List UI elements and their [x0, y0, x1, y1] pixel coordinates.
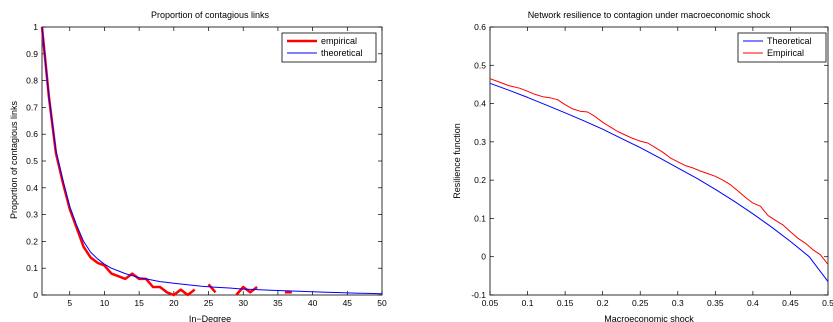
y-tick-label: 0.2	[474, 175, 486, 185]
x-tick-label: 35	[273, 298, 283, 308]
y-tick-label: 0.6	[26, 129, 38, 139]
chart-title: Proportion of contagious links	[151, 10, 270, 20]
y-tick-label: 0.3	[26, 210, 38, 220]
x-tick-label: 0.4	[747, 298, 759, 308]
legend: Theoretical Empirical	[737, 32, 827, 63]
y-tick-label: 0.3	[474, 137, 486, 147]
series-line-theoretical	[489, 82, 829, 282]
x-tick-label: 20	[169, 298, 179, 308]
y-tick-label: -0.1	[471, 290, 486, 300]
chart-title: Network resilience to contagion under ma…	[528, 10, 771, 20]
axes-box	[41, 26, 383, 296]
axes-box	[489, 26, 829, 296]
y-tick-label: 0	[33, 290, 38, 300]
series-line-empirical	[207, 283, 217, 294]
x-tick-label: 0.5	[822, 298, 833, 308]
y-tick-label: 0	[481, 252, 486, 262]
series-line-theoretical	[41, 26, 383, 295]
x-tick-label: 50	[377, 298, 387, 308]
x-tick-label: 5	[67, 298, 72, 308]
legend-box	[737, 32, 827, 63]
plot-area: 5 10 15 20 25 30 35 40 45 50 0 0.1 0.2 0.3 0.4 0.5 0.6 0.…	[26, 22, 387, 308]
chart-network-resilience: Network resilience to contagion under ma…	[452, 10, 833, 322]
series-line-empirical	[489, 78, 829, 265]
x-tick-label: 0.2	[597, 298, 609, 308]
x-tick-label: 0.05	[482, 298, 499, 308]
series-line-empirical	[40, 26, 196, 297]
legend-label-empirical: empirical	[321, 36, 357, 46]
y-tick-label: 0.7	[26, 102, 38, 112]
x-tick-label: 0.3	[672, 298, 684, 308]
legend: empirical theoretical	[281, 32, 377, 63]
chart-contagious-links: Proportion of contagious links In−Degree…	[9, 10, 387, 322]
y-tick-label: 0.5	[474, 60, 486, 70]
x-axis-label: In−Degree	[189, 314, 231, 322]
x-tick-label: 45	[343, 298, 353, 308]
x-tick-label: 0.45	[782, 298, 799, 308]
legend-label-empirical: Empirical	[767, 48, 804, 58]
y-tick-label: 0.4	[26, 183, 38, 193]
y-tick-label: 0.2	[26, 236, 38, 246]
y-axis-label: Resilience function	[452, 123, 462, 199]
y-tick-label: 0.1	[474, 213, 486, 223]
plot-area: 0.05 0.1 0.15 0.2 0.25 0.3 0.35 0.4 0.45 0.5 -0.1 0…	[471, 22, 833, 308]
y-tick-label: 0.9	[26, 49, 38, 59]
x-tick-label: 25	[204, 298, 214, 308]
y-tick-label: 1	[33, 22, 38, 32]
x-tick-label: 0.15	[557, 298, 574, 308]
y-axis-label: Proportion of contagious links	[9, 100, 19, 219]
x-tick-label: 10	[100, 298, 110, 308]
y-tick-label: 0.4	[474, 99, 486, 109]
x-tick-label: 0.25	[632, 298, 649, 308]
x-tick-label: 30	[238, 298, 248, 308]
y-tick-label: 0.1	[26, 263, 38, 273]
x-tick-label: 15	[134, 298, 144, 308]
y-tick-label: 0.8	[26, 76, 38, 86]
legend-box	[281, 32, 377, 63]
legend-label-theoretical: theoretical	[321, 48, 363, 58]
x-tick-label: 0.1	[522, 298, 534, 308]
x-axis-label: Macroeconomic shock	[604, 314, 694, 322]
y-tick-label: 0.6	[474, 22, 486, 32]
x-tick-label: 40	[308, 298, 318, 308]
legend-label-theoretical: Theoretical	[767, 36, 812, 46]
x-tick-label: 0.35	[707, 298, 724, 308]
y-tick-label: 0.5	[26, 156, 38, 166]
